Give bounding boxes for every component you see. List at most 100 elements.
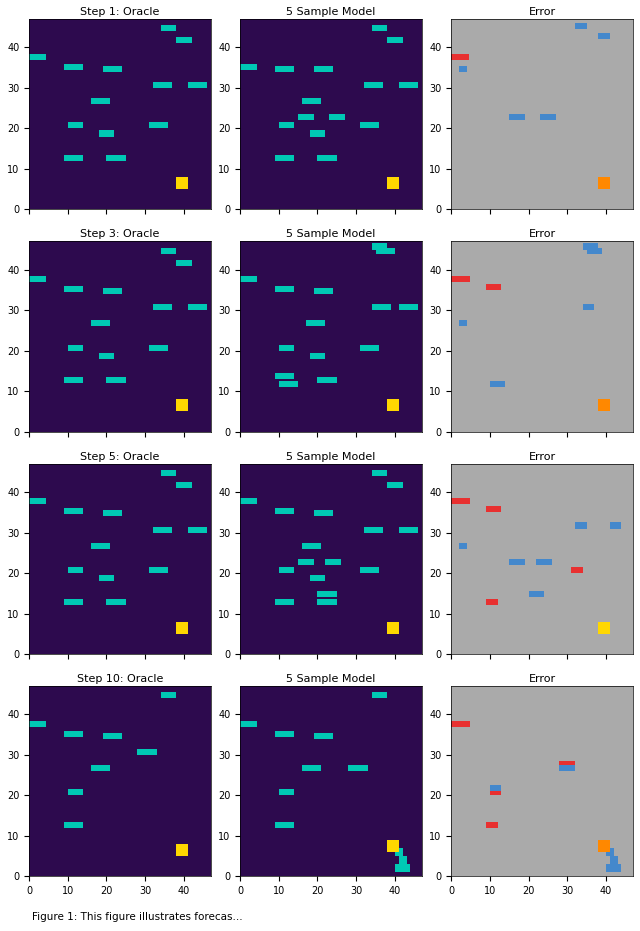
Title: 5 Sample Model: 5 Sample Model: [286, 7, 376, 17]
Bar: [91, 98, 110, 104]
Bar: [279, 381, 298, 387]
Title: Step 5: Oracle: Step 5: Oracle: [81, 452, 160, 462]
Bar: [275, 600, 294, 605]
Bar: [387, 840, 399, 852]
Bar: [91, 543, 110, 548]
Title: Error: Error: [529, 7, 556, 17]
Bar: [275, 66, 294, 72]
Bar: [149, 122, 168, 128]
Bar: [387, 177, 399, 189]
Bar: [583, 304, 595, 310]
Bar: [68, 567, 83, 573]
Bar: [138, 749, 157, 755]
Bar: [536, 559, 552, 565]
Bar: [598, 34, 610, 39]
Bar: [102, 510, 122, 517]
Bar: [240, 276, 257, 282]
Bar: [459, 320, 467, 327]
Bar: [399, 82, 418, 88]
Bar: [188, 82, 207, 88]
Bar: [240, 498, 257, 505]
Bar: [490, 786, 501, 791]
Bar: [559, 765, 575, 771]
Bar: [302, 765, 321, 771]
Bar: [395, 848, 403, 857]
Title: Error: Error: [529, 229, 556, 239]
Bar: [102, 66, 122, 72]
Bar: [598, 399, 610, 412]
Bar: [64, 63, 83, 70]
Bar: [279, 789, 294, 795]
Bar: [451, 276, 470, 282]
Bar: [302, 98, 321, 104]
Bar: [188, 527, 207, 533]
Bar: [106, 155, 126, 161]
Bar: [459, 66, 467, 72]
Title: 5 Sample Model: 5 Sample Model: [286, 229, 376, 239]
Bar: [91, 765, 110, 771]
Bar: [348, 765, 368, 771]
Bar: [310, 353, 325, 358]
Bar: [575, 522, 587, 529]
Bar: [310, 130, 325, 137]
Bar: [176, 482, 191, 488]
Bar: [275, 822, 294, 828]
Bar: [387, 622, 399, 634]
Bar: [314, 510, 333, 517]
Bar: [486, 600, 497, 605]
Bar: [606, 848, 614, 857]
Bar: [451, 53, 468, 60]
Bar: [176, 399, 188, 412]
Bar: [153, 304, 172, 310]
Bar: [106, 377, 126, 384]
Bar: [302, 543, 321, 548]
Bar: [29, 498, 47, 505]
Bar: [161, 25, 176, 32]
Bar: [99, 575, 114, 581]
Bar: [399, 857, 406, 864]
Bar: [372, 692, 387, 698]
Bar: [598, 622, 610, 634]
Bar: [298, 559, 314, 565]
Bar: [64, 508, 83, 515]
Bar: [275, 155, 294, 161]
Bar: [240, 63, 257, 70]
Bar: [68, 122, 83, 128]
Bar: [317, 377, 337, 384]
Title: Error: Error: [529, 674, 556, 684]
Bar: [106, 600, 126, 605]
Bar: [275, 508, 294, 515]
Bar: [559, 761, 575, 767]
Title: 5 Sample Model: 5 Sample Model: [286, 452, 376, 462]
Bar: [91, 320, 110, 327]
Bar: [314, 66, 333, 72]
Bar: [317, 591, 337, 598]
Bar: [459, 543, 467, 548]
Bar: [610, 857, 618, 864]
Bar: [364, 82, 383, 88]
Bar: [240, 721, 257, 726]
Bar: [325, 559, 340, 565]
Title: Error: Error: [529, 452, 556, 462]
Bar: [387, 37, 403, 44]
Bar: [68, 344, 83, 351]
Bar: [149, 344, 168, 351]
Bar: [149, 567, 168, 573]
Bar: [571, 567, 583, 573]
Bar: [64, 822, 83, 828]
Bar: [279, 344, 294, 351]
Bar: [614, 864, 621, 872]
Bar: [372, 470, 387, 476]
Bar: [364, 527, 383, 533]
Bar: [372, 244, 387, 250]
Bar: [102, 733, 122, 739]
Bar: [529, 591, 544, 598]
Bar: [360, 567, 380, 573]
Bar: [486, 284, 501, 290]
Bar: [403, 864, 410, 872]
Bar: [360, 344, 380, 351]
Title: Step 1: Oracle: Step 1: Oracle: [81, 7, 160, 17]
Bar: [451, 721, 470, 726]
Bar: [64, 600, 83, 605]
Bar: [153, 82, 172, 88]
